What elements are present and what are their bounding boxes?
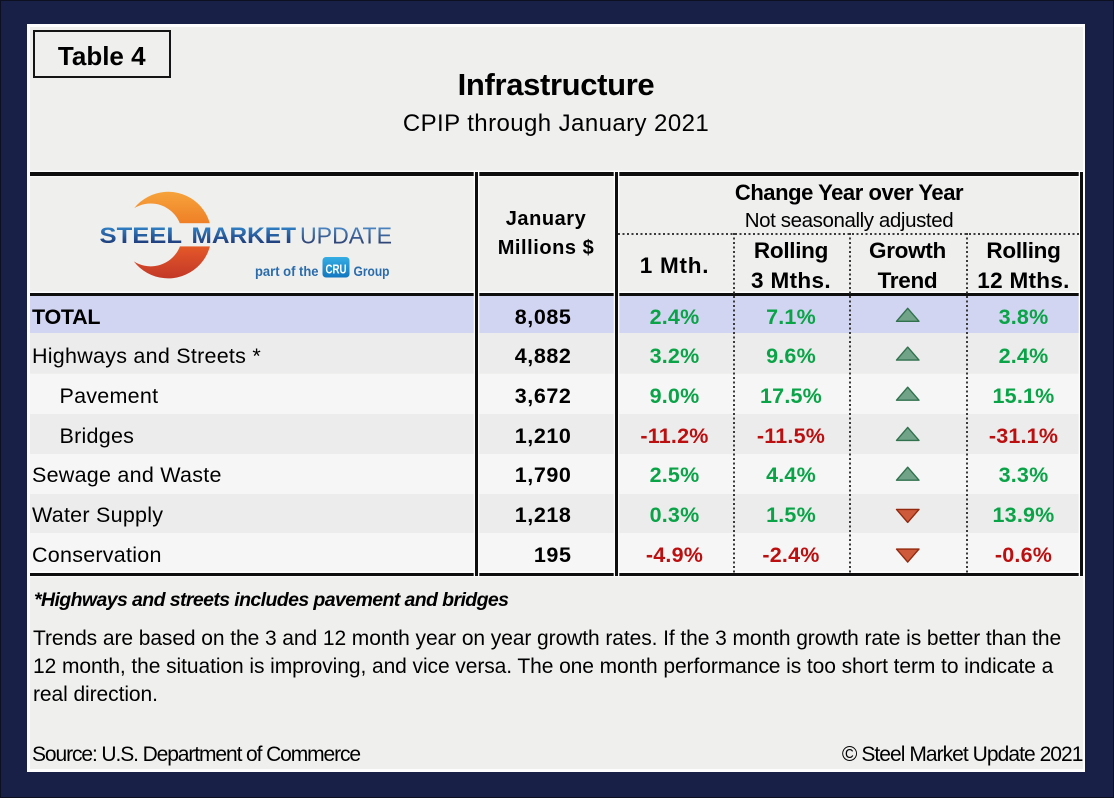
svg-text:UPDATE: UPDATE — [300, 223, 392, 249]
svg-text:part of the: part of the — [255, 264, 319, 279]
svg-text:STEEL: STEEL — [100, 223, 183, 248]
svg-text:Group: Group — [354, 264, 390, 279]
svg-text:CRU: CRU — [326, 262, 347, 277]
svg-text:MARKET: MARKET — [192, 223, 297, 248]
